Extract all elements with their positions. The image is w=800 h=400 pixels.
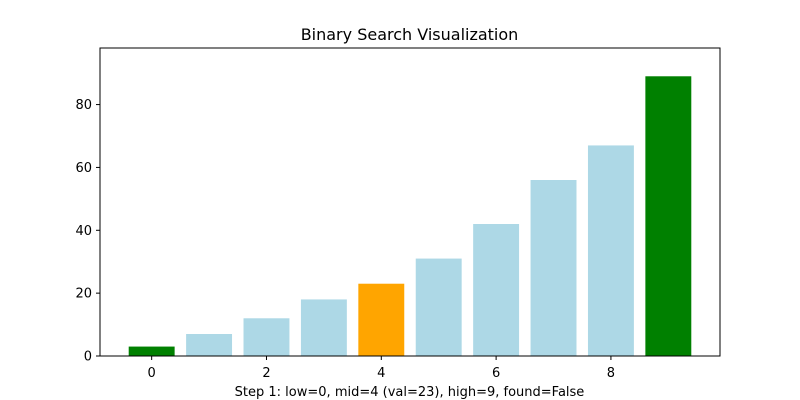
bar-0 — [128, 346, 175, 356]
bar-7 — [530, 180, 577, 356]
x-axis: 0 2 4 6 8 — [148, 356, 615, 381]
x-tick-label-0: 0 — [148, 366, 156, 381]
bar-1 — [186, 334, 233, 356]
y-tick-label-60: 60 — [75, 161, 92, 176]
y-tick-label-20: 20 — [75, 287, 92, 302]
y-tick-label-80: 80 — [75, 98, 92, 113]
x-tick-label-2: 2 — [262, 366, 270, 381]
bar-3 — [300, 299, 347, 356]
bars-group — [128, 76, 692, 357]
bar-9 — [645, 76, 692, 357]
y-tick-label-40: 40 — [75, 224, 92, 239]
x-axis-label: Step 1: low=0, mid=4 (val=23), high=9, f… — [235, 385, 585, 400]
chart-title: Binary Search Visualization — [301, 25, 519, 44]
x-tick-label-6: 6 — [492, 366, 500, 381]
bar-6 — [473, 224, 520, 356]
x-tick-label-4: 4 — [377, 366, 385, 381]
y-axis: 0 20 40 60 80 — [75, 98, 100, 365]
bar-2 — [243, 318, 290, 356]
plot-frame — [99, 47, 721, 357]
y-tick-label-0: 0 — [84, 350, 92, 365]
bar-4 — [358, 283, 405, 356]
bar-8 — [587, 145, 634, 356]
bar-5 — [415, 258, 462, 356]
x-tick-label-8: 8 — [607, 366, 615, 381]
